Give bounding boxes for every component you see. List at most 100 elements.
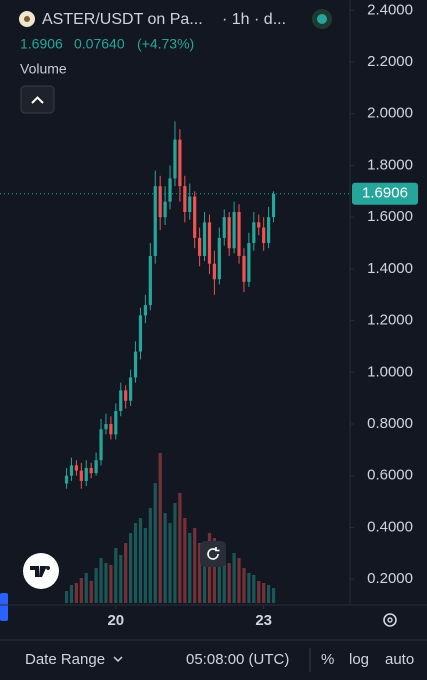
volume-bar bbox=[242, 568, 246, 603]
candle-body bbox=[74, 465, 78, 471]
volume-bar bbox=[217, 553, 221, 603]
candle-body bbox=[143, 305, 147, 316]
volume-bar bbox=[94, 568, 98, 603]
y-tick-label: 1.4000 bbox=[367, 260, 413, 277]
side-tab[interactable] bbox=[0, 593, 8, 621]
volume-bar bbox=[84, 573, 88, 603]
volume-bar bbox=[153, 483, 157, 603]
volume-bar bbox=[124, 543, 128, 603]
y-tick-label: 1.8000 bbox=[367, 156, 413, 173]
volume-bar bbox=[247, 573, 251, 603]
volume-bar bbox=[119, 555, 123, 603]
candle-body bbox=[69, 465, 74, 476]
volume-bar bbox=[148, 508, 152, 603]
volume-bar bbox=[64, 591, 69, 603]
volume-bar bbox=[89, 581, 93, 603]
last-price-tag-label: 1.6906 bbox=[362, 185, 408, 202]
candle-body bbox=[188, 196, 192, 213]
collapse-button[interactable] bbox=[20, 85, 55, 114]
y-tick-label: 1.6000 bbox=[367, 208, 413, 225]
interval[interactable]: · 1h · d... bbox=[222, 11, 286, 28]
volume-bar bbox=[198, 543, 202, 603]
percent-toggle[interactable]: % bbox=[321, 651, 334, 668]
volume-bar bbox=[193, 528, 197, 603]
candle-body bbox=[207, 222, 212, 264]
candle-body bbox=[104, 424, 108, 430]
candle-body bbox=[237, 212, 241, 256]
reset-icon bbox=[207, 547, 220, 560]
last-price: 1.6906 bbox=[20, 36, 63, 52]
candle-body bbox=[212, 263, 216, 280]
auto-toggle[interactable]: auto bbox=[385, 651, 414, 668]
volume-bar bbox=[109, 565, 113, 603]
y-tick-label: 0.2000 bbox=[367, 570, 413, 587]
candle-body bbox=[89, 467, 93, 474]
candle-body bbox=[124, 390, 128, 401]
candle-body bbox=[271, 193, 276, 218]
volume-bar bbox=[232, 553, 236, 603]
candle-body bbox=[202, 222, 207, 256]
candle-body bbox=[232, 212, 236, 249]
candle-body bbox=[183, 186, 187, 213]
candle-body bbox=[267, 217, 271, 244]
candle-body bbox=[247, 243, 251, 282]
volume-bar bbox=[74, 583, 78, 603]
candle-body bbox=[217, 237, 221, 280]
symbol-title[interactable]: ASTER/USDT on Pa... bbox=[42, 11, 203, 28]
clock[interactable]: 05:08:00 (UTC) bbox=[186, 651, 289, 668]
volume-bar bbox=[178, 493, 182, 603]
candle-body bbox=[198, 237, 202, 256]
volume-bar bbox=[183, 518, 187, 603]
candle-body bbox=[129, 377, 133, 401]
status-dot bbox=[317, 14, 327, 24]
candle-body bbox=[168, 178, 172, 202]
candle-body bbox=[79, 470, 83, 481]
candle-body bbox=[222, 217, 226, 238]
volume-bar bbox=[173, 503, 177, 603]
y-tick-label: 1.0000 bbox=[367, 363, 413, 380]
volume-bar bbox=[257, 581, 261, 603]
volume-bar bbox=[262, 583, 266, 603]
settings-icon[interactable] bbox=[383, 613, 397, 627]
candle-body bbox=[262, 227, 266, 244]
volume-bar bbox=[99, 558, 103, 603]
date-range-chevron bbox=[113, 656, 123, 663]
volume-bar bbox=[104, 563, 108, 603]
symbol-icon-center bbox=[24, 16, 30, 22]
volume-bar bbox=[143, 528, 147, 603]
candle-body bbox=[163, 201, 167, 218]
log-toggle[interactable]: log bbox=[349, 651, 369, 668]
volume-bar bbox=[271, 588, 276, 603]
volume-bar bbox=[188, 533, 192, 603]
y-tick-label: 2.4000 bbox=[367, 1, 413, 18]
volume-bar bbox=[163, 513, 167, 603]
candle-body bbox=[257, 222, 261, 228]
x-tick-label: 23 bbox=[255, 612, 272, 629]
date-range[interactable]: Date Range bbox=[25, 651, 105, 668]
candle-body bbox=[178, 139, 182, 187]
volume-bar bbox=[252, 575, 256, 603]
candle-body bbox=[173, 139, 177, 179]
reset-button[interactable] bbox=[200, 541, 226, 567]
volume-bar bbox=[168, 523, 172, 603]
price-change-pct: (+4.73%) bbox=[137, 36, 194, 52]
plot-area bbox=[0, 121, 350, 603]
y-tick-label: 0.6000 bbox=[367, 467, 413, 484]
y-tick-label: 0.8000 bbox=[367, 415, 413, 432]
axes: 0.2000 0.4000 0.6000 0.8000 1.0000 1.2000 1.40… bbox=[107, 1, 413, 629]
candle-body bbox=[119, 390, 123, 412]
volume-bar bbox=[207, 533, 212, 603]
candle-body bbox=[252, 222, 256, 244]
volume-bar bbox=[227, 563, 231, 603]
tv-logo-mark bbox=[30, 566, 51, 577]
y-tick-label: 2.2000 bbox=[367, 53, 413, 70]
settings-icon-center bbox=[387, 617, 393, 623]
candle-body bbox=[148, 255, 152, 306]
candle-body bbox=[242, 255, 246, 282]
candle-body bbox=[114, 411, 118, 435]
volume-label: Volume bbox=[20, 61, 67, 77]
volume-bar bbox=[114, 548, 118, 603]
volume-bar bbox=[69, 585, 74, 603]
